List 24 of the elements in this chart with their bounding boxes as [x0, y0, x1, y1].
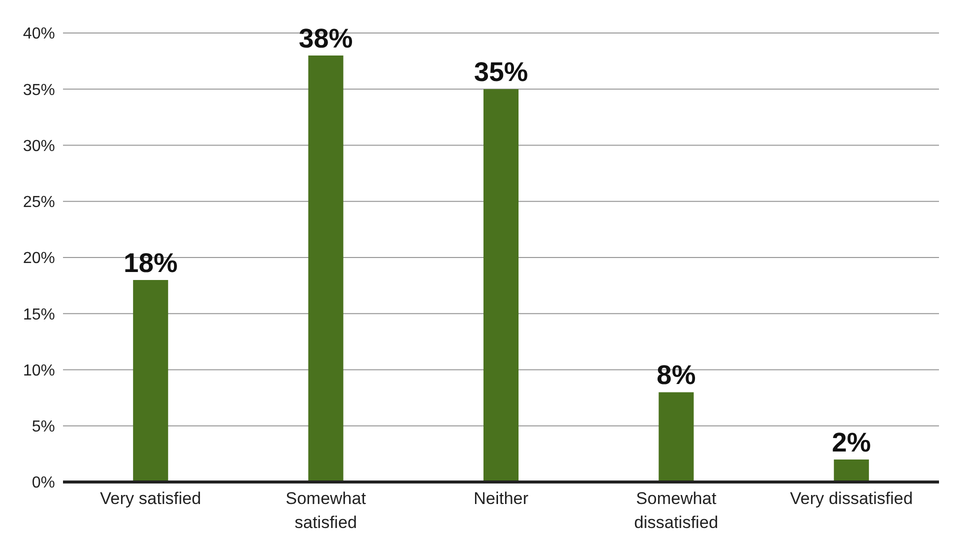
y-tick-label: 15%: [22, 306, 55, 324]
bar: [834, 460, 869, 482]
bar: [133, 280, 168, 482]
y-tick-label: 25%: [22, 194, 55, 212]
data-label: 38%: [298, 23, 353, 54]
y-tick-label: 20%: [22, 250, 55, 268]
x-tick-label: Neither: [474, 489, 529, 508]
y-tick-label: 0%: [32, 474, 55, 492]
y-tick-label: 10%: [22, 362, 55, 380]
x-tick-label: Very dissatisfied: [790, 489, 913, 508]
data-label: 35%: [474, 57, 528, 88]
data-label: 8%: [656, 360, 696, 390]
data-label: 18%: [124, 248, 178, 278]
y-tick-label: 35%: [22, 82, 55, 99]
bar: [658, 392, 694, 482]
x-tick-label: Very satisfied: [100, 489, 202, 508]
y-tick-label: 5%: [32, 418, 55, 436]
y-tick-label: 40%: [22, 26, 55, 43]
y-tick-label: 30%: [22, 138, 55, 155]
bar: [308, 55, 344, 482]
x-tick-label: Somewhat satisfied: [286, 489, 366, 532]
data-label: 2%: [832, 428, 871, 458]
bar: [483, 89, 519, 482]
x-tick-label: Somewhat dissatisfied: [634, 489, 718, 532]
